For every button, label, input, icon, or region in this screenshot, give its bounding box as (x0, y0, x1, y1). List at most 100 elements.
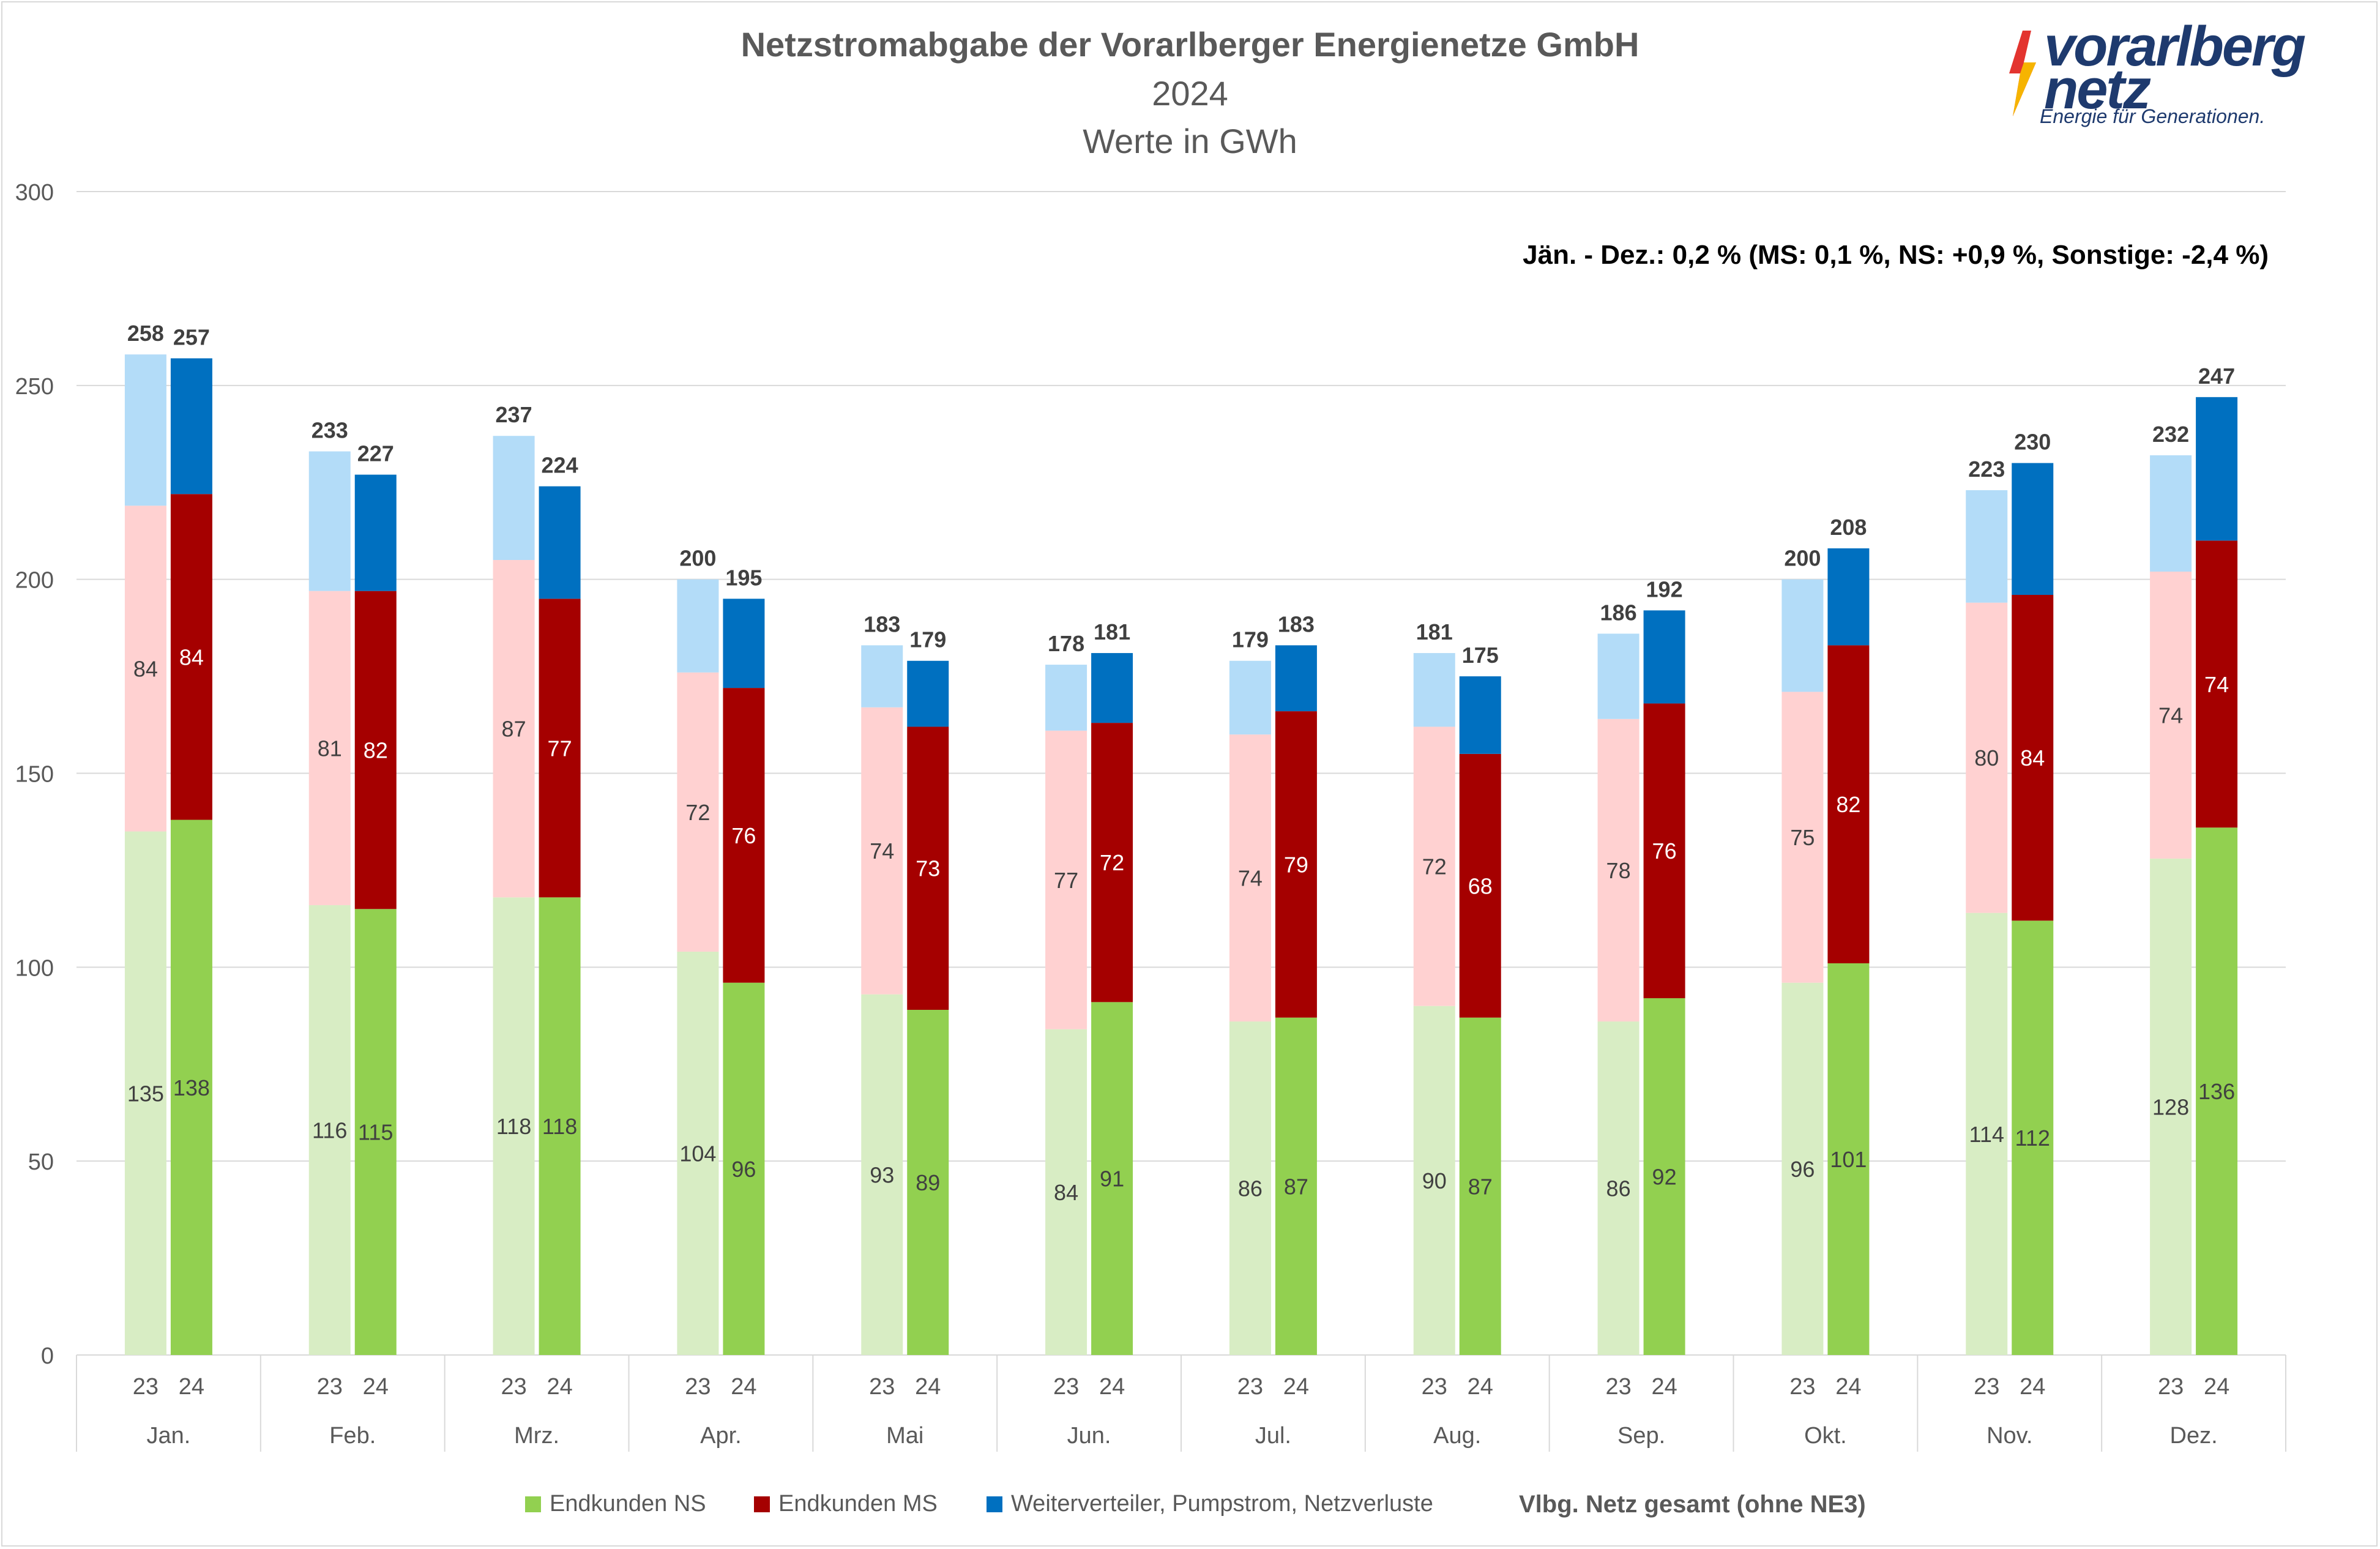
bar-segment-other (677, 579, 719, 673)
bar-segment-ms (723, 688, 765, 983)
bar-segment-other (1229, 660, 1271, 735)
lightning-bolt-icon (2009, 31, 2036, 116)
bar-segment-ns (2150, 858, 2192, 1355)
chart-legend: Endkunden NS Endkunden MS Weiterverteile… (0, 1491, 2380, 1528)
data-label-ns: 135 (127, 1081, 164, 1106)
bar-segment-ns (1827, 963, 1870, 1355)
month-tick-label: Sep. (1617, 1423, 1665, 1449)
total-label: 183 (1278, 611, 1315, 636)
year-tick-label: 24 (1468, 1374, 1493, 1400)
data-label-ns: 136 (2198, 1079, 2235, 1104)
data-label-ms: 78 (1606, 858, 1631, 883)
bar-segment-ms (308, 591, 351, 905)
bar-segment-other (170, 358, 212, 495)
total-label: 178 (1048, 631, 1084, 656)
total-label: 208 (1830, 515, 1867, 540)
total-label: 179 (909, 627, 946, 652)
data-label-ms: 76 (1652, 838, 1677, 864)
year-tick-label: 24 (363, 1374, 389, 1400)
bar-segment-ms (1643, 703, 1685, 999)
bar-segment-ns (170, 819, 212, 1355)
data-label-ns: 112 (2015, 1125, 2050, 1151)
legend-item-other: Weiterverteiler, Pumpstrom, Netzverluste (987, 1491, 1433, 1517)
year-tick-label: 23 (1789, 1374, 1815, 1400)
bar-segment-ns (1781, 982, 1824, 1355)
total-label: 227 (357, 441, 394, 466)
bar-segment-ms (1827, 645, 1870, 963)
total-label: 179 (1232, 627, 1269, 652)
bar-segment-ns (861, 994, 903, 1355)
month-tick-label: Dez. (2170, 1423, 2218, 1449)
year-tick-label: 23 (133, 1374, 159, 1400)
data-label-ns: 96 (1790, 1157, 1815, 1182)
bar-segment-other (539, 486, 581, 599)
yearly-change-annotation: Jän. - Dez.: 0,2 % (MS: 0,1 %, NS: +0,9 … (1523, 240, 2269, 270)
year-tick-label: 23 (685, 1374, 711, 1400)
total-label: 186 (1600, 600, 1637, 625)
bar-segment-ms (907, 726, 949, 1010)
bar-segment-ns (1229, 1021, 1271, 1355)
legend-label-total: Vlbg. Netz gesamt (ohne NE3) (1519, 1491, 1866, 1518)
month-tick-label: Jun. (1067, 1423, 1111, 1449)
bar-segment-other (2150, 455, 2192, 572)
data-label-ms: 72 (1422, 854, 1447, 879)
bar-segment-other (124, 354, 166, 506)
data-label-ns: 84 (1054, 1180, 1078, 1205)
legend-swatch-ns (525, 1496, 541, 1512)
bar-segment-ms (861, 707, 903, 995)
bar-segment-ns (493, 897, 535, 1355)
bar-segment-other (861, 645, 903, 707)
bar-segment-ns (308, 905, 351, 1355)
bar-segment-ns (539, 897, 581, 1355)
bar-segment-ms (1597, 719, 1640, 1022)
data-label-ns: 86 (1238, 1176, 1263, 1201)
total-label: 247 (2198, 364, 2235, 389)
y-tick-label: 250 (15, 374, 54, 400)
bar-segment-other (2196, 397, 2238, 541)
legend-swatch-other (987, 1496, 1002, 1512)
total-label: 200 (1784, 546, 1821, 571)
total-label: 230 (2014, 430, 2051, 455)
bar-segment-ns (907, 1010, 949, 1355)
bar-segment-ns (1045, 1029, 1087, 1355)
month-tick-label: Nov. (1986, 1423, 2032, 1449)
logo-line2: netz (2044, 58, 2151, 121)
bar-segment-ns (124, 831, 166, 1355)
y-tick-label: 0 (41, 1343, 54, 1369)
y-tick-label: 100 (15, 955, 54, 981)
data-label-ns: 104 (679, 1141, 716, 1166)
chart-subtitle-unit: Werte in GWh (1083, 122, 1297, 160)
data-label-ms: 77 (1054, 868, 1078, 893)
year-tick-label: 24 (1283, 1374, 1309, 1400)
total-label: 258 (127, 321, 164, 346)
data-label-ms: 87 (502, 717, 526, 742)
month-tick-label: Jul. (1255, 1423, 1291, 1449)
year-tick-label: 24 (915, 1374, 941, 1400)
bar-segment-ms (1966, 602, 2008, 913)
bar-segment-ms (2196, 540, 2238, 828)
bar-segment-other (2012, 463, 2054, 595)
legend-label-ms: Endkunden MS (778, 1491, 938, 1517)
data-label-ns: 118 (496, 1114, 531, 1139)
bar-segment-other (1643, 610, 1685, 704)
data-label-ns: 116 (312, 1118, 347, 1143)
data-label-ms: 74 (1238, 866, 1263, 891)
y-tick-label: 50 (28, 1149, 54, 1175)
year-tick-label: 24 (731, 1374, 756, 1400)
bar-segment-ns (723, 982, 765, 1355)
legend-item-ns: Endkunden NS (525, 1491, 706, 1517)
logo-line1: vorarlberg (2044, 15, 2306, 78)
total-label: 183 (864, 611, 900, 636)
month-tick-label: Aug. (1433, 1423, 1481, 1449)
data-label-ms: 74 (2158, 703, 2183, 728)
bar-segment-ms (1781, 692, 1824, 983)
bar-segment-ms (677, 672, 719, 952)
month-tick-label: Mai (886, 1423, 923, 1449)
data-label-ns: 91 (1100, 1166, 1124, 1192)
data-label-ms: 84 (179, 644, 204, 670)
data-label-ns: 114 (1969, 1122, 2004, 1147)
data-label-ms: 72 (685, 800, 710, 825)
data-label-ms: 84 (133, 656, 158, 681)
data-label-ms: 80 (1974, 745, 1999, 771)
